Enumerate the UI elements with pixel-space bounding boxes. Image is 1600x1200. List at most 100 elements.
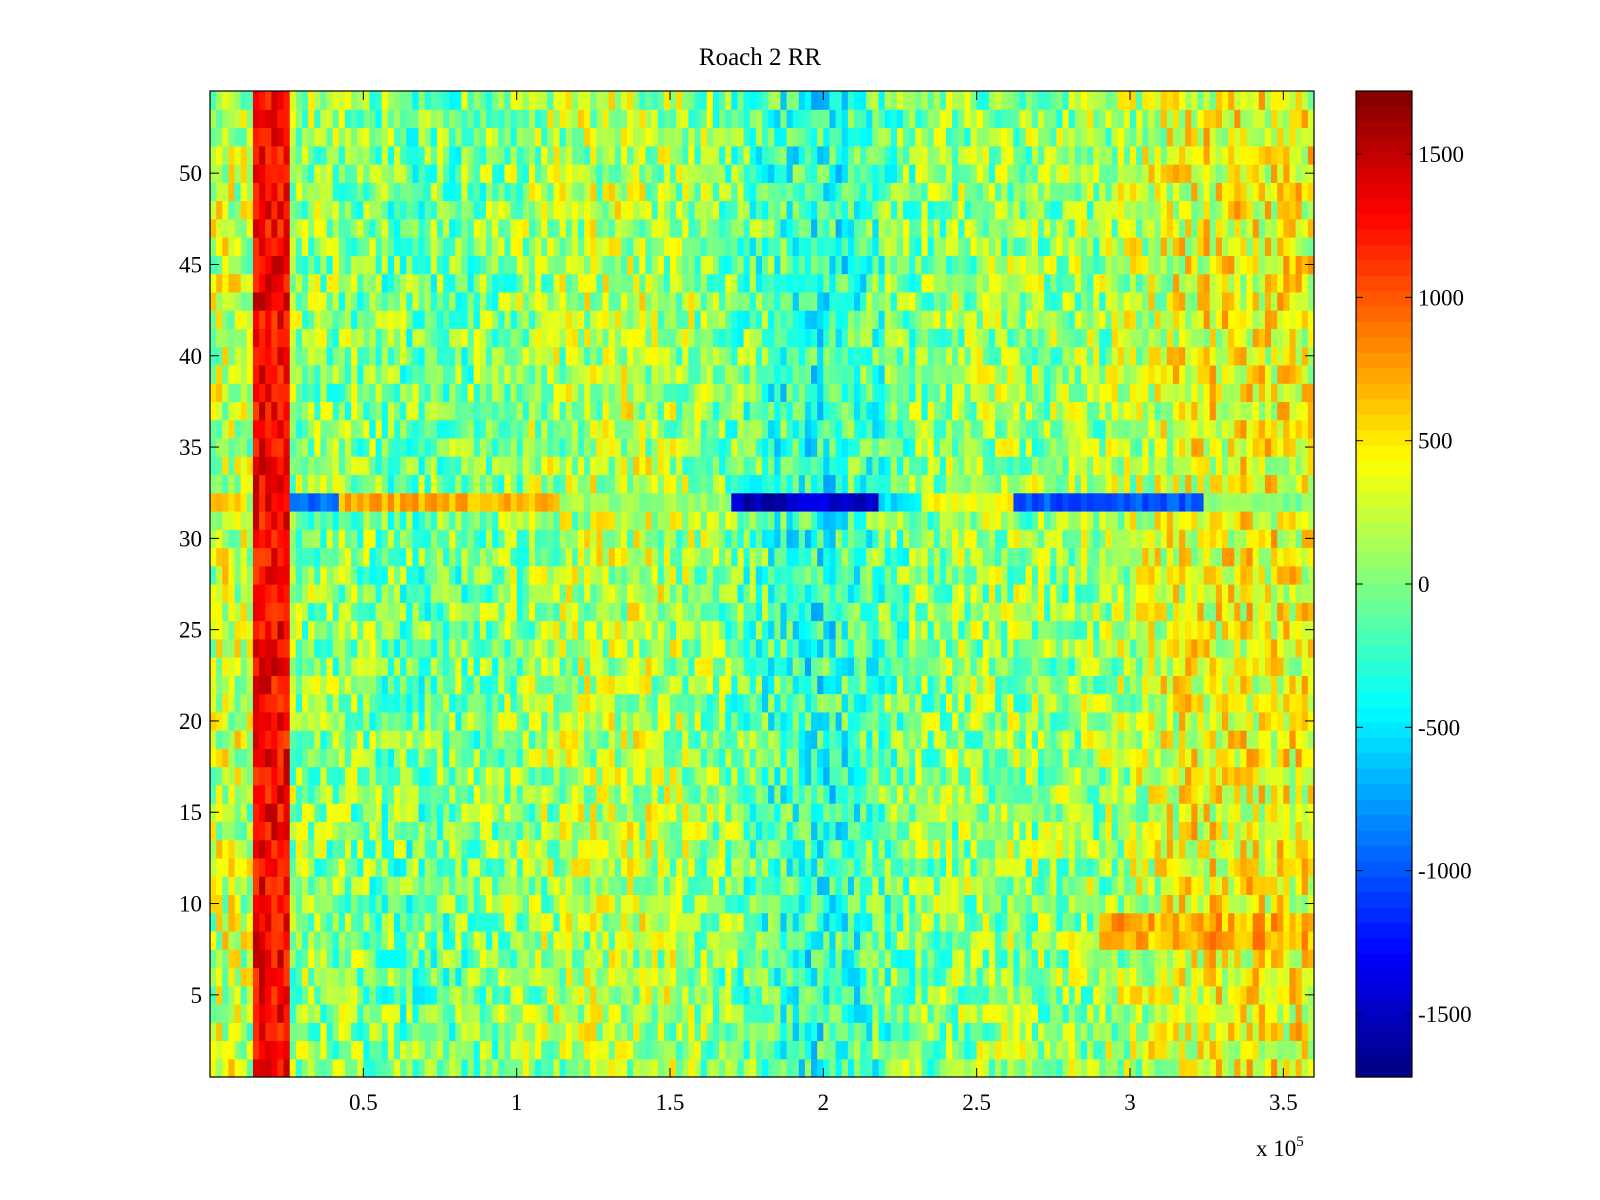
heatmap-cell [394,620,401,640]
heatmap-cell [277,821,285,841]
heatmap-cell [995,766,1002,786]
heatmap-cell [246,1022,254,1042]
heatmap-cell [1179,784,1186,804]
heatmap-cell [357,766,364,786]
heatmap-cell [1307,730,1315,749]
heatmap-cell [522,967,530,987]
heatmap-cell [958,620,965,640]
heatmap-cell [780,748,788,768]
heatmap-cell [719,675,726,695]
heatmap-cell [590,784,597,804]
heatmap-cell [651,565,659,585]
heatmap-cell [909,565,916,585]
heatmap-cell [541,602,548,622]
heatmap-cell [535,821,542,841]
heatmap-cell [314,584,321,603]
heatmap-cell [1283,1022,1291,1042]
heatmap-cell [234,638,242,658]
heatmap-cell [467,730,475,749]
heatmap-cell [535,602,542,622]
heatmap-cell [719,1003,726,1023]
heatmap-cell [958,693,965,713]
heatmap-cell [369,638,377,658]
heatmap-cell [915,638,923,658]
heatmap-cell [1123,693,1131,713]
heatmap-cell [344,748,352,768]
heatmap-cell [927,967,935,987]
heatmap-cell [1160,1040,1168,1060]
heatmap-cell [614,894,622,914]
heatmap-cell [909,584,916,603]
heatmap-cell [976,565,984,585]
heatmap-cell [982,711,990,731]
heatmap-cell [394,949,401,969]
heatmap-cell [443,657,450,676]
heatmap-cell [823,803,831,822]
heatmap-cell [1019,748,1027,768]
heatmap-cell [627,894,634,914]
heatmap-cell [1252,839,1260,859]
heatmap-cell [1203,730,1211,749]
heatmap-cell [903,930,910,950]
heatmap-cell [884,839,892,859]
heatmap-cell [578,766,585,786]
heatmap-cell [308,857,315,877]
heatmap-cell [473,1058,481,1078]
heatmap-cell [1222,638,1229,658]
heatmap-cell [1209,967,1217,987]
heatmap-cell [921,967,929,987]
heatmap-cell [271,1003,279,1023]
heatmap-cell [424,894,432,914]
heatmap-cell [357,985,364,1005]
heatmap-cell [400,1058,407,1078]
heatmap-cell [982,565,990,585]
heatmap-cell [1038,711,1045,731]
heatmap-cell [559,565,567,585]
heatmap-cell [1222,930,1229,950]
heatmap-cell [896,1022,904,1042]
heatmap-cell [1289,857,1297,877]
heatmap-cell [289,748,297,768]
heatmap-cell [1228,602,1235,622]
heatmap-cell [1252,730,1260,749]
heatmap-cell [510,949,518,969]
heatmap-cell [1185,1003,1192,1023]
heatmap-cell [424,638,432,658]
heatmap-cell [1105,894,1113,914]
heatmap-cell [1246,1022,1254,1042]
heatmap-cell [498,766,505,786]
heatmap-cell [976,584,984,603]
heatmap-cell [369,1022,377,1042]
heatmap-cell [314,967,321,987]
heatmap-cell [1148,1003,1156,1023]
heatmap-cell [584,876,591,896]
heatmap-cell [1130,1003,1137,1023]
heatmap-cell [541,766,548,786]
heatmap-cell [792,565,800,585]
heatmap-cell [1099,1003,1107,1023]
heatmap-cell [1087,675,1094,695]
heatmap-cell [1252,912,1260,932]
heatmap-cell [596,1058,604,1078]
heatmap-cell [890,821,898,841]
heatmap-cell [1301,1003,1309,1023]
heatmap-cell [1050,675,1057,695]
heatmap-cell [265,1003,272,1023]
heatmap-cell [915,693,923,713]
heatmap-cell [663,565,671,585]
heatmap-cell [314,675,321,695]
heatmap-cell [363,912,371,932]
heatmap-cell [903,565,910,585]
heatmap-cell [1031,912,1039,932]
heatmap-cell [952,803,959,822]
heatmap-cell [1240,730,1248,749]
heatmap-cell [394,730,401,749]
heatmap-cell [927,675,935,695]
heatmap-cell [651,693,659,713]
heatmap-cell [559,638,567,658]
heatmap-cell [394,1040,401,1060]
heatmap-cell [1038,894,1045,914]
heatmap-cell [449,857,456,877]
heatmap-cell [479,584,487,603]
heatmap-cell [743,876,751,896]
